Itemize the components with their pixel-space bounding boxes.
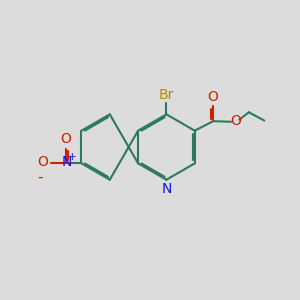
Text: N: N: [61, 155, 72, 169]
Text: N: N: [162, 182, 172, 196]
Text: +: +: [68, 152, 77, 162]
Text: -: -: [37, 170, 43, 185]
Text: O: O: [208, 90, 219, 104]
Text: Br: Br: [159, 88, 174, 102]
Text: O: O: [61, 132, 71, 146]
Text: O: O: [230, 114, 241, 128]
Text: O: O: [37, 155, 48, 169]
